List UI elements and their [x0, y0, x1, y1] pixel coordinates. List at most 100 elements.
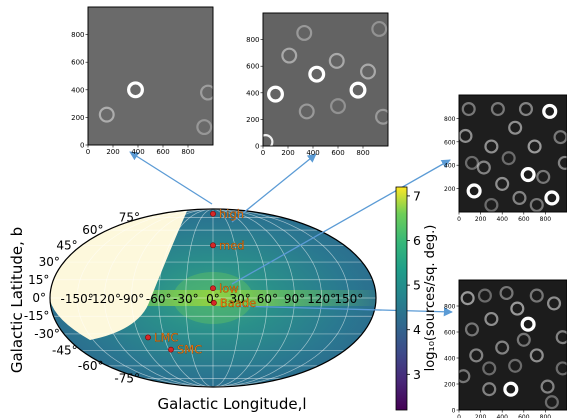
source-ring: [518, 101, 534, 117]
inset-y-tick-label: 400: [246, 89, 259, 97]
longitude-gridline: [131, 209, 214, 387]
inset-frame: [458, 94, 567, 213]
inset-x-tick-label: 800: [540, 216, 552, 223]
source-ring: [557, 155, 567, 170]
inset-x-tick-label: 800: [181, 148, 194, 156]
pointing-label-smc: SMC: [177, 343, 202, 357]
source-ring: [464, 155, 479, 170]
inset-rings: [98, 81, 213, 136]
longitude-tick-label: -120°: [88, 292, 121, 306]
longitude-gridline: [212, 209, 323, 387]
pointer-arrows: [129, 151, 453, 317]
pointing-marker-med: [210, 242, 216, 249]
source-ring: [512, 190, 527, 206]
inset-x-tick-label: 200: [475, 216, 487, 223]
longitude-tick-label: 30°: [230, 292, 251, 306]
latitude-tick-label: -45°: [52, 344, 78, 358]
inset-y-tick-label: 600: [246, 63, 259, 71]
longitude-gridline: [212, 209, 295, 387]
source-ring: [508, 120, 523, 135]
inset-rings: [459, 101, 567, 212]
inset-x-tick-label: 0: [86, 148, 90, 156]
colorbar-tick-label: 5: [413, 278, 421, 293]
source-ring: [466, 183, 482, 199]
inset-y-tick-label: 800: [71, 31, 84, 39]
inset-x-tick-label: 600: [156, 148, 169, 156]
source-ring: [360, 63, 376, 80]
latitude-tick-label: 60°: [82, 223, 103, 237]
colorbar-tick-label: 4: [413, 322, 421, 337]
longitude-tick-label: -30°: [173, 292, 199, 306]
source-ring: [529, 348, 544, 363]
arrow-low-to-inset: [231, 159, 451, 285]
inset-y-tick-label: 200: [444, 186, 456, 193]
longitude-tick-label: 60°: [257, 292, 278, 306]
inset-y-tick-label: 800: [444, 304, 456, 311]
inset-y-tick-label: 200: [444, 382, 456, 389]
source-ring: [546, 296, 562, 311]
inset-y-tick-label: 400: [71, 86, 84, 94]
colorbar-ticks: 3 4 5 6 7: [407, 188, 421, 382]
arrow-med-to-inset: [231, 153, 317, 223]
source-ring: [349, 81, 367, 99]
source-ring: [510, 301, 525, 316]
source-ring: [529, 288, 544, 303]
arrow-baade-to-inset: [235, 305, 453, 317]
source-ring: [527, 139, 542, 154]
source-ring: [503, 381, 519, 397]
inset-x-tick-label: 200: [281, 149, 294, 157]
inset-y-tick-label: 0: [255, 143, 259, 151]
inset-x-tick-label: 400: [306, 149, 319, 157]
inset-x-tick-label: 600: [518, 216, 530, 223]
source-ring: [196, 119, 213, 136]
latitude-tick-label: -15°: [24, 309, 50, 323]
inset-y-tick-label: 600: [71, 59, 84, 67]
source-ring: [459, 369, 471, 384]
source-ring: [469, 348, 484, 363]
source-ring: [520, 316, 536, 332]
source-ring: [459, 128, 473, 143]
sky-map-border: [49, 208, 377, 388]
inset-image: [87, 6, 214, 146]
source-ring: [555, 361, 567, 376]
source-ring: [200, 84, 213, 101]
longitude-gridline: [158, 209, 214, 387]
longitude-gridline: [185, 209, 214, 387]
source-ring: [477, 288, 492, 303]
pointing-label-med: med: [219, 238, 245, 252]
source-ring: [375, 108, 388, 125]
inset-x-tick-label: 0: [261, 149, 265, 157]
source-ring: [484, 311, 499, 327]
inset-x-tick-label: 200: [475, 414, 487, 418]
latitude-tick-label: 15°: [28, 273, 49, 287]
longitude-tick-label: 90°: [284, 292, 305, 306]
inset-y-tick-label: 400: [444, 163, 456, 170]
inset-x-tick-label: 400: [131, 148, 144, 156]
latitude-tick-label: 75°: [119, 210, 140, 224]
source-ring: [555, 330, 567, 345]
x-axis-label: Galactic Longitude,l: [157, 395, 306, 413]
source-ring: [495, 340, 510, 355]
latitude-tick-label: -75°: [114, 372, 140, 386]
colorbar: 3 4 5 6 7 log₁₀(sources/sq. deg.): [395, 186, 438, 411]
inset-y-tick-label: 800: [444, 116, 456, 123]
source-ring: [460, 291, 475, 306]
pointing-label-high: high: [219, 207, 244, 221]
inset-panel-low: 0 200 400 600 800 200 400 600 800: [444, 94, 567, 223]
source-ring: [536, 169, 551, 184]
latitude-tick-label: -60°: [78, 359, 104, 373]
source-ring: [308, 65, 326, 83]
source-ring: [540, 379, 555, 394]
inset-x-tick-label: 600: [331, 149, 344, 157]
latitude-tick-labels: 75° 60° 45° 30° 15° 0° -15° -30° -45°-60° -75°: [24, 210, 140, 385]
inset-rings: [459, 285, 567, 410]
inset-y-tick-label: 800: [246, 36, 259, 44]
pointing-label-lmc: LMC: [154, 330, 178, 344]
source-ring: [553, 130, 567, 145]
source-ring: [484, 197, 499, 212]
inset-y-tick-label: 600: [444, 330, 456, 337]
inset-rings: [263, 20, 388, 146]
pointing-marker-high: [210, 210, 216, 217]
